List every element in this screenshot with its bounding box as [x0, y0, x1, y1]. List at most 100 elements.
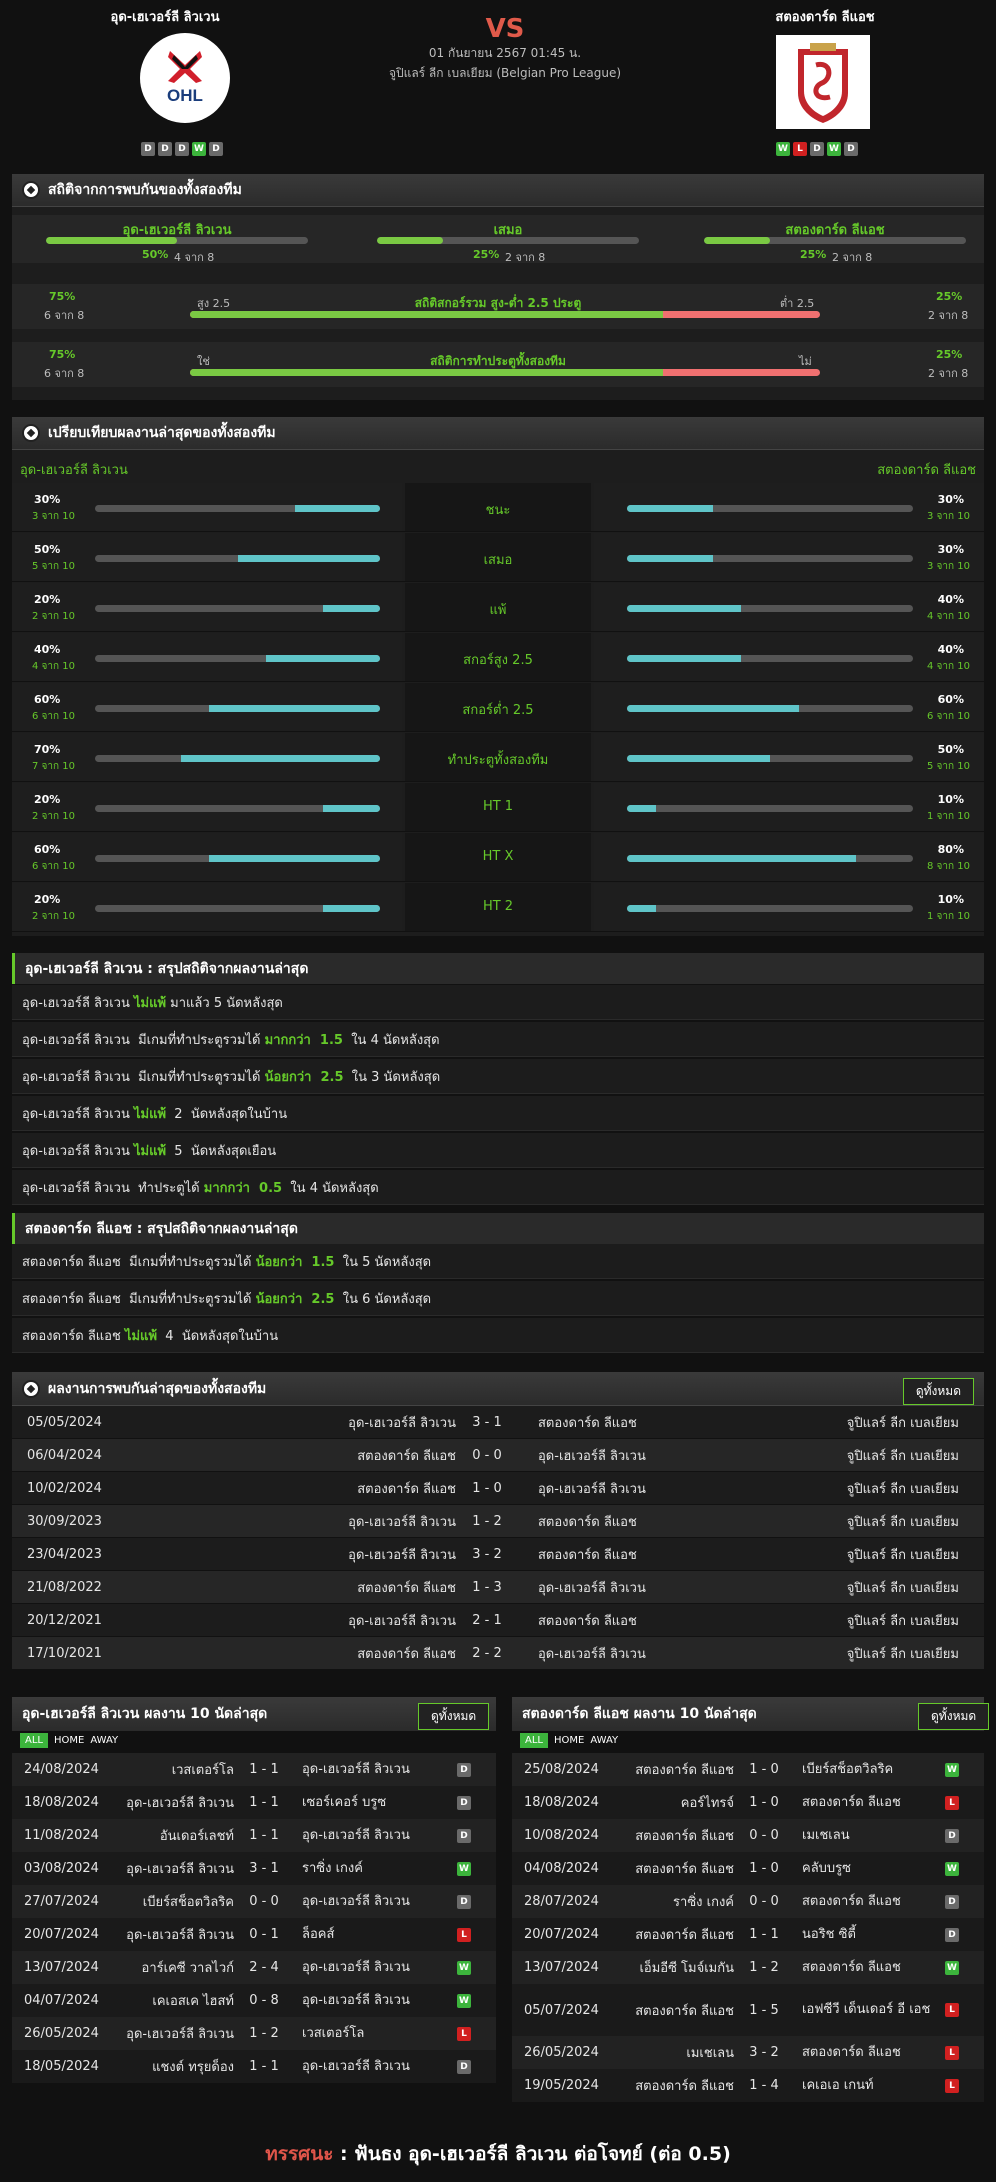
- result-badge: D: [945, 1894, 959, 1909]
- summary-row: สตองดาร์ด ลีแอช ไม่แพ้ 4 นัดหลังสุดในบ้า…: [12, 1318, 984, 1353]
- compare-row: 50% 5 จาก 10 เสมอ 30% 3 จาก 10: [12, 533, 984, 582]
- view-all-home-button[interactable]: ดูทั้งหมด: [418, 1703, 490, 1730]
- compare-row: 40% 4 จาก 10 สกอร์สูง 2.5 40% 4 จาก 10: [12, 633, 984, 682]
- result-badge: L: [457, 2026, 471, 2041]
- league: จูปิแลร์ ลีก เบลเยียม: [846, 1580, 959, 1596]
- away-team: เคเอเอ เกนท์: [802, 2077, 874, 2093]
- tab-all[interactable]: ALL: [20, 1733, 48, 1748]
- summary-highlight: ไม่แพ้: [124, 1328, 158, 1344]
- away-team-logo[interactable]: [776, 35, 870, 129]
- h2h-result-row[interactable]: 20/12/2021 อุด-เฮเวอร์ลี ลิวเวน 2 - 1 สตองด…: [12, 1604, 984, 1636]
- tab-home[interactable]: HOME: [553, 1735, 585, 1746]
- tab-all[interactable]: ALL: [520, 1733, 548, 1748]
- tab-away[interactable]: AWAY: [90, 1735, 119, 1746]
- away-team-name[interactable]: สตองดาร์ด ลีแอช: [775, 10, 875, 25]
- recent-match-row[interactable]: 11/08/2024 อันเดอร์เลชท์ 1 - 1 อุด-เฮเวอร์ล…: [12, 1819, 496, 1852]
- recent-match-row[interactable]: 19/05/2024 สตองดาร์ด ลีแอช 1 - 4 เคเอเอ เกน…: [512, 2069, 984, 2102]
- summary-text: สตองดาร์ด ลีแอช มีเกมที่ทำประตูรวมได้: [22, 1291, 256, 1307]
- h2h-result-row[interactable]: 30/09/2023 อุด-เฮเวอร์ลี ลิวเวน 1 - 2 สตองด…: [12, 1505, 984, 1537]
- h2h-results-title: ผลงานการพบกันล่าสุดของทั้งสองทีม: [48, 1380, 267, 1397]
- prediction-text: ฟันธง อุด-เฮเวอร์ลี ลิวเวน ต่อโจทย์ (ต่อ…: [354, 2143, 731, 2165]
- score: 1 - 1: [249, 1828, 279, 1843]
- home-team: เบียร์สช็อตวิลริค: [142, 1895, 234, 1910]
- view-all-h2h-button[interactable]: ดูทั้งหมด: [902, 1378, 974, 1405]
- home-pct: 20%: [34, 893, 61, 906]
- home-team: เมเชเลน: [686, 2046, 734, 2061]
- recent-match-row[interactable]: 26/05/2024 อุด-เฮเวอร์ลี ลิวเวน 1 - 2 เวสเต…: [12, 2017, 496, 2050]
- vs-label: VS: [485, 14, 525, 44]
- away-team: อุด-เฮเวอร์ลี ลิวเวน: [302, 1893, 410, 1909]
- recent-match-row[interactable]: 28/07/2024 ราซิ่ง เกงค์ 0 - 0 สตองดาร์ด ลีแ…: [512, 1885, 984, 1918]
- h2h-col-label: สตองดาร์ด ลีแอช: [785, 223, 885, 238]
- result-badge: L: [945, 2078, 959, 2093]
- away-team: อุด-เฮเวอร์ลี ลิวเวน: [302, 1761, 410, 1777]
- result-badge: D: [457, 1762, 471, 1777]
- home-count: 3 จาก 10: [32, 511, 75, 522]
- recent-match-row[interactable]: 03/08/2024 อุด-เฮเวอร์ลี ลิวเวน 3 - 1 ราซิ่…: [12, 1852, 496, 1885]
- ou-bar: [190, 311, 820, 318]
- home-team-name[interactable]: อุด-เฮเวอร์ลี ลิวเวน: [110, 10, 220, 25]
- summary-highlight: ไม่แพ้: [133, 1106, 167, 1122]
- home-pct: 50%: [34, 543, 61, 556]
- recent-match-row[interactable]: 10/08/2024 สตองดาร์ด ลีแอช 0 - 0 เมเชเลน D: [512, 1819, 984, 1852]
- match-date: 18/08/2024: [524, 1795, 599, 1810]
- home-compare-bar: [95, 805, 380, 812]
- league-name[interactable]: จูปิแลร์ ลีก เบลเยียม (Belgian Pro Leagu…: [388, 66, 622, 80]
- tab-away[interactable]: AWAY: [590, 1735, 619, 1746]
- score: 0 - 0: [249, 1894, 279, 1909]
- home-count: 4 จาก 10: [32, 661, 75, 672]
- over-under-row: 75% 6 จาก 8 สูง 2.5 สถิติสกอร์รวม สูง-ต่…: [12, 284, 984, 329]
- h2h-result-row[interactable]: 21/08/2022 สตองดาร์ด ลีแอช 1 - 3 อุด-เฮเวอร…: [12, 1571, 984, 1603]
- summary-highlight: มากกว่า 0.5: [203, 1180, 283, 1196]
- recent-match-row[interactable]: 18/08/2024 คอร์ไทรจ์ 1 - 0 สตองดาร์ด ลีแอช L: [512, 1786, 984, 1819]
- h2h-result-row[interactable]: 10/02/2024 สตองดาร์ด ลีแอช 1 - 0 อุด-เฮเวอร…: [12, 1472, 984, 1504]
- home-compare-bar: [95, 755, 380, 762]
- recent-match-row[interactable]: 25/08/2024 สตองดาร์ด ลีแอช 1 - 0 เบียร์สช็อ…: [512, 1753, 984, 1786]
- recent-match-row[interactable]: 26/05/2024 เมเชเลน 3 - 2 สตองดาร์ด ลีแอช L: [512, 2036, 984, 2069]
- away-pct: 60%: [937, 693, 964, 706]
- compare-metric-label: HT X: [482, 849, 514, 864]
- recent-match-row[interactable]: 04/08/2024 สตองดาร์ด ลีแอช 1 - 0 คลับบรูซ W: [512, 1852, 984, 1885]
- home-team: อุด-เฮเวอร์ลี ลิวเวน: [126, 1862, 234, 1877]
- away-filter-tabs: ALL HOME AWAY: [520, 1733, 618, 1748]
- h2h-result-row[interactable]: 17/10/2021 สตองดาร์ด ลีแอช 2 - 2 อุด-เฮเวอร…: [12, 1637, 984, 1669]
- h2h-result-row[interactable]: 05/05/2024 อุด-เฮเวอร์ลี ลิวเวน 3 - 1 สตองด…: [12, 1406, 984, 1438]
- score: 3 - 1: [249, 1861, 279, 1876]
- away-pct: 30%: [937, 543, 964, 556]
- form-badge: D: [844, 142, 858, 156]
- score: 1 - 3: [472, 1579, 502, 1595]
- view-all-away-button[interactable]: ดูทั้งหมด: [918, 1703, 990, 1730]
- home-team: สตองดาร์ด ลีแอช: [357, 1580, 456, 1596]
- recent-match-row[interactable]: 18/05/2024 แชงต์ ทรุยด็อง 1 - 1 อุด-เฮเวอร์…: [12, 2050, 496, 2083]
- match-date: 18/05/2024: [24, 2059, 99, 2074]
- away-pct: 10%: [937, 893, 964, 906]
- recent-match-row[interactable]: 05/07/2024 สตองดาร์ด ลีแอช 1 - 5 เอฟซีวี เด…: [512, 1984, 984, 2036]
- away-compare-bar: [627, 605, 913, 612]
- home-team-logo[interactable]: OHL: [140, 33, 230, 123]
- recent-match-row[interactable]: 04/07/2024 เคเอสเค ไฮสท์ 0 - 8 อุด-เฮเวอร์ล…: [12, 1984, 496, 2017]
- recent-match-row[interactable]: 18/08/2024 อุด-เฮเวอร์ลี ลิวเวน 1 - 1 เซอร์…: [12, 1786, 496, 1819]
- recent-match-row[interactable]: 27/07/2024 เบียร์สช็อตวิลริค 0 - 0 อุด-เฮเว…: [12, 1885, 496, 1918]
- away-count: 3 จาก 10: [927, 511, 970, 522]
- away-compare-bar: [627, 655, 913, 662]
- league: จูปิแลร์ ลีก เบลเยียม: [846, 1481, 959, 1497]
- home-count: 6 จาก 10: [32, 861, 75, 872]
- h2h-result-row[interactable]: 06/04/2024 สตองดาร์ด ลีแอช 0 - 0 อุด-เฮเวอร…: [12, 1439, 984, 1471]
- recent-match-row[interactable]: 13/07/2024 เอ็มอีซี โมจ์เมกัน 1 - 2 สตองดาร…: [512, 1951, 984, 1984]
- home-team: สตองดาร์ด ลีแอช: [635, 1763, 734, 1778]
- h2h-result-row[interactable]: 23/04/2023 อุด-เฮเวอร์ลี ลิวเวน 3 - 2 สตองด…: [12, 1538, 984, 1570]
- recent-match-row[interactable]: 20/07/2024 สตองดาร์ด ลีแอช 1 - 1 นอริช ซิตี…: [512, 1918, 984, 1951]
- h2h-result-row: อุด-เฮเวอร์ลี ลิวเวน 50% 4 จาก 8 เสมอ 25% 2 จ…: [12, 215, 984, 264]
- tab-home[interactable]: HOME: [53, 1735, 85, 1746]
- result-badge: D: [457, 1894, 471, 1909]
- result-badge: W: [945, 1861, 959, 1876]
- recent-match-row[interactable]: 20/07/2024 อุด-เฮเวอร์ลี ลิวเวน 0 - 1 ล็อคส…: [12, 1918, 496, 1951]
- match-date: 25/08/2024: [524, 1762, 599, 1777]
- away-team: สตองดาร์ด ลีแอช: [802, 1794, 901, 1810]
- recent-match-row[interactable]: 24/08/2024 เวสเตอร์โล 1 - 1 อุด-เฮเวอร์ลี ล…: [12, 1753, 496, 1786]
- league: จูปิแลร์ ลีก เบลเยียม: [846, 1547, 959, 1563]
- football-icon: [22, 1379, 40, 1398]
- result-badge: D: [945, 1828, 959, 1843]
- compare-rows: 30% 3 จาก 10 ชนะ 30% 3 จาก 10 50% 5 จาก 10 เสมอ…: [12, 483, 984, 936]
- recent-match-row[interactable]: 13/07/2024 อาร์เคซี วาลไวก์ 2 - 4 อุด-เฮเวอ…: [12, 1951, 496, 1984]
